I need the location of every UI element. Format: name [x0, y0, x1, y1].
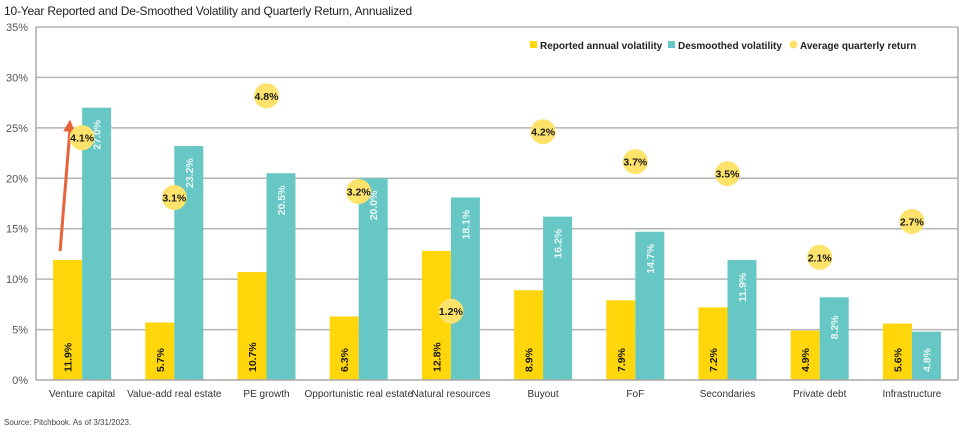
bar-desmoothed-volatility — [819, 297, 849, 380]
legend-label: Desmoothed volatility — [678, 41, 782, 52]
arrow-shaft — [58, 127, 72, 252]
bar-label-reported: 12.8% — [431, 342, 443, 372]
bar-desmoothed-volatility — [727, 259, 757, 380]
return-bubble — [346, 179, 372, 205]
bars — [53, 107, 941, 380]
bar-label-desmoothed: 11.9% — [737, 272, 749, 302]
bar-label-reported: 5.6% — [892, 347, 904, 372]
x-category-label: Value-add real estate — [127, 389, 222, 400]
x-category-label: Private debt — [793, 389, 847, 400]
return-bubble — [438, 298, 464, 324]
bar-label-desmoothed: 23.2% — [184, 158, 196, 188]
bar-reported-volatility — [329, 316, 359, 380]
y-tick-label: 0% — [12, 375, 28, 387]
return-bubble-label: 1.2% — [439, 306, 464, 318]
y-tick-label: 25% — [6, 123, 28, 135]
bar-desmoothed-volatility — [635, 231, 665, 380]
x-category-label: Buyout — [528, 389, 559, 400]
legend: Reported annual volatility Desmoothed vol… — [530, 40, 916, 52]
return-bubble-label: 3.2% — [347, 187, 372, 199]
y-tick-label: 35% — [6, 22, 28, 34]
return-bubble — [899, 208, 925, 234]
legend-label: Average quarterly return — [800, 41, 916, 52]
bar-desmoothed-volatility — [358, 178, 388, 380]
return-bubble-label: 3.5% — [716, 169, 741, 181]
bar-label-reported: 11.9% — [63, 342, 75, 372]
legend-item: Desmoothed volatility — [668, 41, 782, 52]
bar-reported-volatility — [882, 323, 912, 380]
bar-reported-volatility — [606, 300, 636, 380]
bar-reported-volatility — [514, 290, 544, 380]
bar-label-reported: 8.9% — [524, 347, 536, 372]
return-bubble — [530, 119, 556, 145]
return-bubble — [254, 83, 279, 109]
return-bubble — [161, 185, 187, 211]
return-bubble-label: 3.1% — [162, 193, 187, 205]
bar-desmoothed-volatility — [266, 173, 296, 380]
bar-label-desmoothed: 8.2% — [829, 315, 841, 340]
return-bubble — [622, 149, 648, 175]
legend-item: Average quarterly return — [789, 40, 916, 52]
bar-label-reported: 5.7% — [155, 347, 167, 372]
bar-desmoothed-volatility — [174, 146, 204, 380]
bar-labels: 11.9% 27.0% 5.7% 23.2% 10.7% 20.5% 6.3% 20.0% 12… — [63, 119, 934, 372]
return-bubble-label: 3.7% — [623, 157, 648, 169]
arrow-head — [63, 119, 76, 133]
bar-label-reported: 6.3% — [339, 347, 351, 372]
return-bubble-label: 4.8% — [255, 91, 280, 103]
bar-desmoothed-volatility — [82, 107, 112, 380]
axes: 0% 5% 10% 15% 20% 25% 30% 35% Venture capital Val… — [6, 22, 959, 400]
return-bubbles: 4.1% 3.1% 4.8% 3.2% 1.2% 4.2% 3.7% 3.5% 2.1% 2.7% — [69, 83, 925, 324]
bar-desmoothed-volatility — [911, 331, 941, 380]
x-category-label: Natural resources — [411, 389, 490, 400]
return-bubble — [807, 244, 833, 270]
gridlines — [36, 26, 958, 331]
x-category-label: Secondaries — [700, 389, 756, 400]
chart-title: 10-Year Reported and De-Smoothed Volatil… — [4, 4, 412, 18]
legend-label: Reported annual volatility — [540, 41, 663, 52]
bar-label-desmoothed: 14.7% — [645, 243, 657, 273]
legend-swatch — [668, 41, 675, 48]
bar-reported-volatility — [698, 307, 728, 380]
y-tick-label: 15% — [6, 224, 28, 236]
bar-label-desmoothed: 20.5% — [276, 185, 288, 215]
x-category-label: Venture capital — [49, 389, 115, 400]
y-tick-label: 5% — [12, 325, 28, 337]
legend-swatch — [530, 41, 537, 48]
return-bubble-label: 2.7% — [900, 216, 925, 228]
bar-reported-volatility — [237, 272, 267, 380]
source-note: Source: Pitchbook. As of 3/31/2023. — [4, 418, 132, 427]
return-bubble — [69, 125, 95, 151]
bar-label-reported: 7.2% — [708, 347, 720, 372]
bar-label-desmoothed: 4.8% — [921, 347, 933, 372]
x-category-label: Opportunistic real estate — [305, 389, 414, 400]
bar-label-reported: 10.7% — [247, 342, 259, 372]
bar-reported-volatility — [145, 322, 175, 380]
bar-label-reported: 7.9% — [616, 347, 628, 372]
bar-desmoothed-volatility — [450, 197, 480, 380]
y-tick-label: 20% — [6, 173, 28, 185]
return-bubble-label: 2.1% — [808, 252, 833, 264]
x-category-label: Infrastructure — [882, 389, 941, 400]
bar-label-desmoothed: 20.0% — [368, 190, 380, 220]
x-category-label: FoF — [626, 389, 644, 400]
legend-swatch — [789, 40, 798, 49]
x-category-label: PE growth — [243, 389, 289, 400]
bar-label-desmoothed: 16.2% — [553, 228, 565, 258]
annotation-arrow — [58, 119, 76, 252]
return-bubble-label: 4.2% — [531, 127, 556, 139]
bar-reported-volatility — [53, 259, 83, 380]
return-bubble-label: 4.1% — [70, 133, 95, 145]
legend-item: Reported annual volatility — [530, 41, 663, 52]
bar-reported-volatility — [790, 330, 820, 380]
y-tick-label: 30% — [6, 72, 28, 84]
y-tick-label: 10% — [6, 274, 28, 286]
return-bubble — [715, 161, 740, 187]
bar-desmoothed-volatility — [543, 216, 573, 380]
bar-label-reported: 4.9% — [800, 347, 812, 372]
bar-label-desmoothed: 18.1% — [460, 209, 472, 239]
bar-label-desmoothed: 27.0% — [92, 119, 104, 149]
